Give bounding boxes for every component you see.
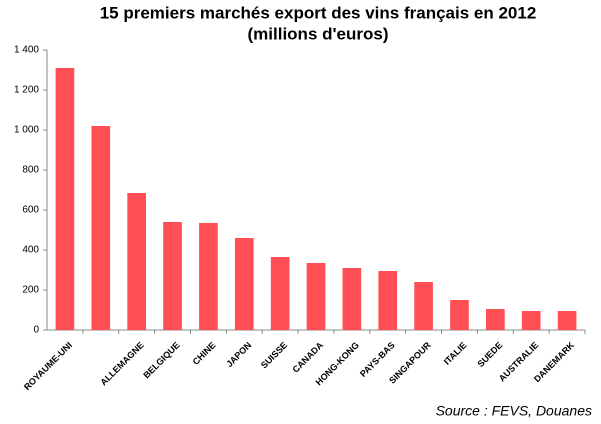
y-tick-label: 800 [22,165,39,176]
x-tick-label: CHINE [191,340,218,367]
chart-title: 15 premiers marchés export des vins fran… [100,3,537,22]
chart-subtitle: (millions d'euros) [248,24,389,43]
x-tick-label: PAYS-BAS [358,340,397,379]
y-tick-label: 1 200 [14,85,39,96]
x-tick-label: ITALIE [442,340,469,367]
x-tick-label: ROYAUME-UNI [22,340,74,392]
bar [163,222,182,330]
bar [342,268,362,330]
x-tick-label: CANADA [290,340,325,375]
y-tick-label: 0 [33,325,39,336]
y-tick-label: 600 [22,205,39,216]
y-tick-label: 200 [22,285,39,296]
bar [378,271,398,330]
bar [127,193,146,330]
bar [199,223,218,330]
bar [270,257,290,330]
bar [306,263,326,330]
x-tick-label: ALLEMAGNE [98,340,145,387]
y-tick-label: 1 000 [14,125,39,136]
bar [521,311,541,330]
bar [91,126,111,330]
source-note: Source : FEVS, Douanes [436,403,592,419]
bar [234,238,254,330]
y-tick-label: 400 [22,245,39,256]
x-tick-label: JAPON [224,340,253,369]
x-tick-label: SUISSE [259,340,289,370]
bar [557,311,577,330]
x-tick-label: BELGIQUE [141,340,181,380]
bar [450,300,469,330]
bar [414,282,433,330]
bar [486,309,505,330]
y-tick-label: 1 400 [14,45,39,56]
bar [55,68,75,330]
x-tick-label: SUEDE [475,340,504,369]
